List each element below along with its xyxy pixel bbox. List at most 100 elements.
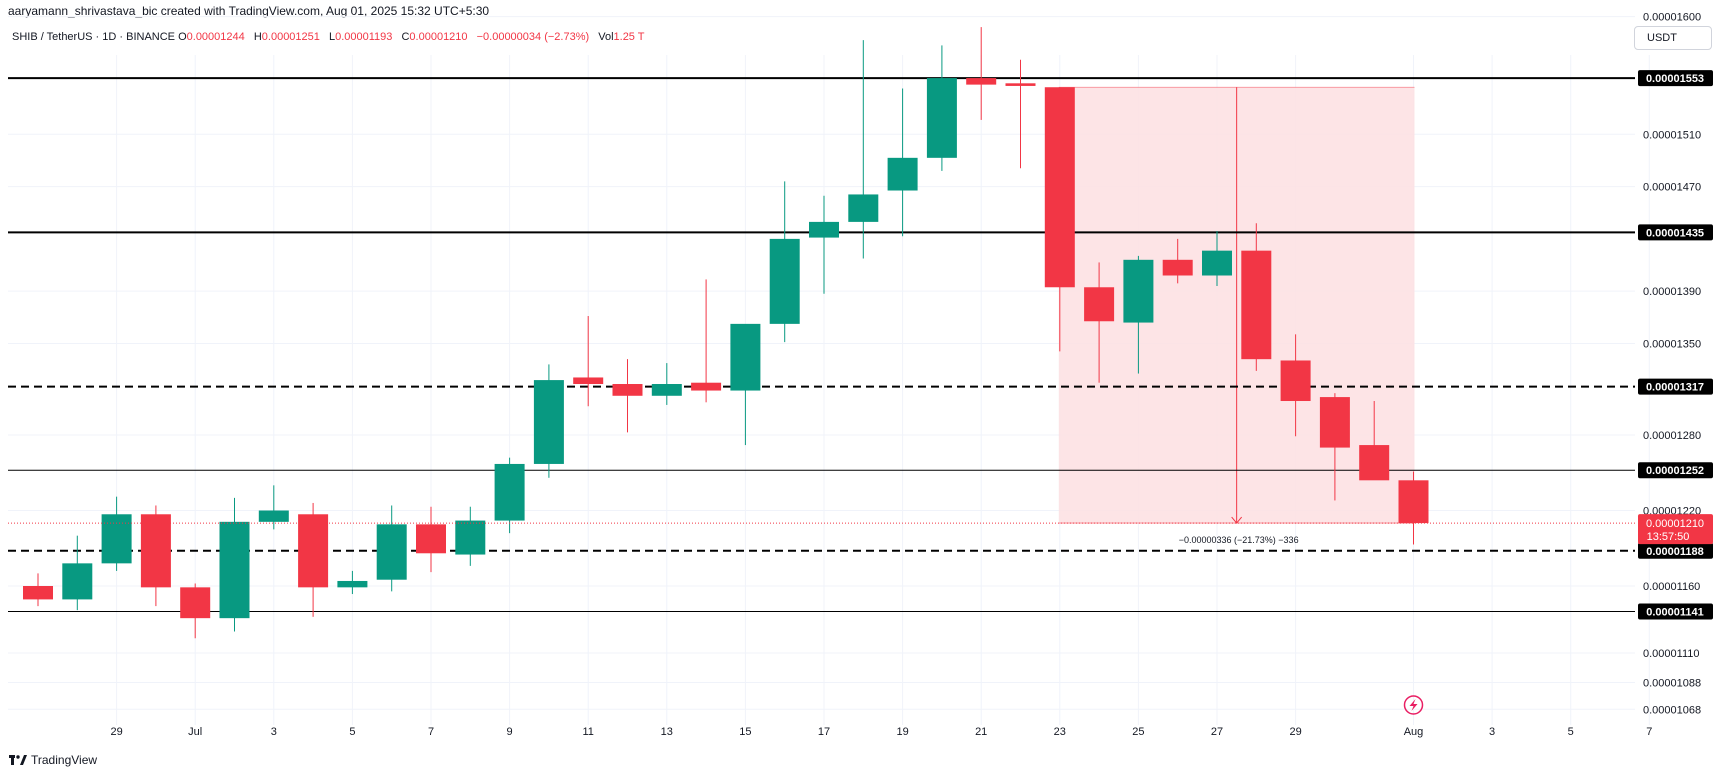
candle-body	[376, 524, 407, 580]
candle-body	[848, 194, 879, 222]
candle-body	[966, 78, 997, 85]
candle-body	[1044, 87, 1075, 288]
x-axis-tick-label: 27	[1211, 726, 1223, 738]
y-axis-tick-label: 0.00001280	[1643, 430, 1701, 442]
candle-body	[1123, 259, 1154, 323]
x-axis-tick-label: 29	[110, 726, 122, 738]
candle	[1005, 59, 1036, 169]
tradingview-logo[interactable]: TradingView	[9, 753, 97, 767]
candle	[23, 573, 53, 607]
lightning-icon	[1403, 695, 1424, 715]
y-axis-tick-label: 0.00001088	[1643, 677, 1701, 689]
tradingview-logo-text: TradingView	[31, 753, 98, 767]
y-axis-tick-label: 0.00001510	[1643, 129, 1701, 141]
candle	[376, 505, 407, 592]
x-axis-tick-label: 5	[1568, 726, 1574, 738]
x-axis-tick-label: 11	[582, 726, 593, 738]
candle	[455, 506, 486, 566]
candle	[966, 27, 997, 120]
candle-body	[101, 514, 132, 564]
x-axis-tick-label: Jul	[188, 726, 202, 738]
level-price-tag	[1638, 70, 1713, 87]
price-chart[interactable]: −0.00000336 (−21.73%) −336 0.00001600 0.0…	[0, 0, 1723, 745]
price-tags: 0.00001553 0.00001435 0.00001317 0.00001252…	[1638, 70, 1713, 620]
x-axis-tick-label: 3	[271, 726, 277, 738]
x-axis-tick-label: 7	[428, 726, 434, 738]
candle	[1202, 231, 1232, 286]
candle-body	[1162, 259, 1193, 276]
volume-value: 1.25 T	[613, 31, 645, 43]
change-value: −0.00000034 (−2.73%)	[476, 31, 590, 43]
high-label: H	[253, 31, 262, 43]
candle	[180, 583, 211, 639]
candle	[573, 316, 604, 407]
candle	[1359, 401, 1390, 481]
close-value: 0.00001210	[409, 31, 468, 43]
x-axis-tick-label: 3	[1489, 726, 1495, 738]
open-value: 0.00001244	[186, 31, 245, 43]
x-axis: 29 Jul 3 5 7 9 11 13 15 17 19 21 23 25 27 29 Aug 3 5 7	[110, 726, 1652, 738]
candle	[926, 45, 957, 171]
candle	[533, 364, 564, 478]
y-axis-tick-label: 0.00001600	[1643, 12, 1701, 24]
candle	[612, 359, 643, 433]
candle-body	[140, 514, 171, 588]
candle-body	[573, 377, 604, 385]
y-axis-tick-label: 0.00001068	[1643, 704, 1701, 716]
candle-body	[769, 238, 800, 324]
candle	[258, 485, 289, 530]
currency-button[interactable]: USDT	[1634, 26, 1712, 50]
candle	[140, 505, 171, 607]
candle-body	[1359, 445, 1390, 481]
candle-body	[1398, 480, 1429, 524]
x-axis-tick-label: 23	[1054, 726, 1066, 738]
candle	[730, 323, 761, 446]
x-axis-tick-label: Aug	[1404, 726, 1424, 738]
y-axis-tick-label: 0.00001350	[1643, 338, 1701, 350]
author-line: aaryamann_shrivastava_bic created with T…	[8, 4, 490, 18]
candle	[62, 535, 93, 611]
level-price-tag	[1638, 224, 1713, 241]
current-price-tag-label: 0.00001210	[1646, 518, 1704, 530]
level-price-tag-label: 0.00001435	[1646, 227, 1704, 239]
level-price-tag	[1638, 542, 1713, 559]
candle	[769, 181, 800, 343]
measure-label: −0.00000336 (−21.73%) −336	[1179, 535, 1299, 545]
candle-body	[651, 384, 682, 396]
symbol-label[interactable]: SHIB / TetherUS · 1D · BINANCE	[12, 31, 176, 43]
candle	[1123, 255, 1154, 374]
measure-zone: −0.00000336 (−21.73%) −336	[1058, 86, 1415, 545]
candle	[416, 506, 446, 573]
y-axis-tick-label: 0.00001470	[1643, 182, 1701, 194]
y-axis-tick-label: 0.00001390	[1643, 286, 1701, 298]
x-axis-tick-label: 29	[1289, 726, 1301, 738]
level-price-tag-label: 0.00001317	[1646, 382, 1704, 394]
candle	[494, 457, 525, 534]
level-price-tag-label: 0.00001553	[1646, 73, 1704, 85]
candle-body	[219, 521, 250, 619]
level-price-tag-label: 0.00001141	[1646, 606, 1704, 618]
level-price-tag	[1638, 462, 1713, 479]
close-label: C	[401, 31, 410, 43]
ohlc-legend: SHIB / TetherUS · 1D · BINANCE O0.000012…	[12, 31, 651, 43]
candle-body	[416, 524, 446, 554]
x-axis-tick-label: 25	[1132, 726, 1144, 738]
candle	[887, 88, 918, 237]
candle	[1280, 334, 1311, 437]
candle-body	[926, 78, 957, 158]
x-axis-tick-label: 9	[507, 726, 513, 738]
level-price-tag-label: 0.00001252	[1646, 465, 1704, 477]
candle	[1319, 393, 1350, 501]
candle-body	[494, 463, 525, 521]
candle-body	[298, 514, 329, 588]
tradingview-logo-icon	[9, 755, 27, 765]
candle	[337, 570, 368, 595]
candle-body	[258, 510, 289, 522]
candle-body	[337, 580, 368, 588]
low-value: 0.00001193	[335, 31, 393, 43]
candle-body	[180, 587, 211, 619]
candle-body	[612, 384, 643, 396]
level-price-tag	[1638, 378, 1713, 395]
candle	[1044, 87, 1075, 352]
measure-arrow-head	[1231, 516, 1243, 524]
